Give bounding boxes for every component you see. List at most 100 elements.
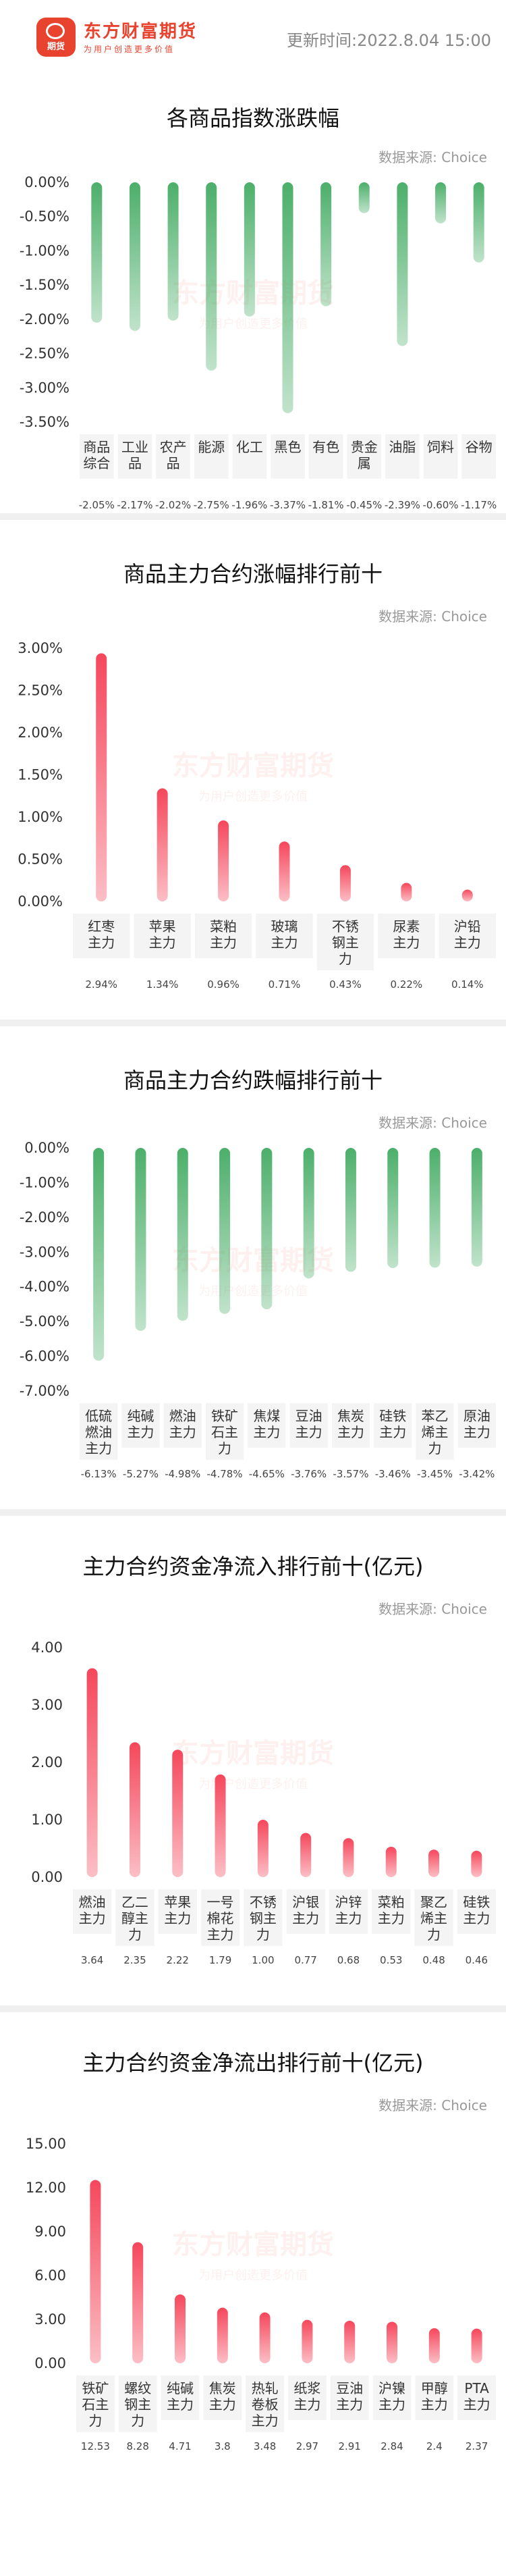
value-label: 12.53 — [81, 2440, 110, 2452]
logo-text: 期货 — [47, 42, 65, 52]
category-label: 铁矿石主力 — [211, 1408, 238, 1456]
bar — [343, 1838, 354, 1877]
category-label-bg — [205, 1403, 244, 1460]
category-label-bg — [372, 2375, 412, 2420]
value-label: 2.84 — [381, 2440, 403, 2452]
value-label: 2.97 — [296, 2440, 318, 2452]
chart-svg: 东方财富期货为用户创造更多价值0.00%-1.00%-2.00%-3.00%-4… — [20, 1140, 496, 1480]
category-label: 谷物 — [466, 439, 493, 455]
y-tick-label: -1.00% — [20, 242, 69, 259]
bar — [471, 2328, 482, 2363]
category-label-bg — [121, 1403, 160, 1448]
category-label-bg — [248, 1403, 286, 1448]
value-label: 3.64 — [81, 1954, 103, 1966]
category-label-bg — [232, 434, 267, 479]
value-label: -2.02% — [155, 499, 191, 511]
category-label: 贵金属 — [351, 439, 378, 471]
bar — [219, 1148, 231, 1314]
bar — [471, 1148, 482, 1267]
category-label: 纸浆主力 — [293, 2380, 320, 2413]
y-tick-label: -1.50% — [20, 277, 69, 293]
category-label-bg — [117, 434, 152, 479]
y-tick-label: -3.00% — [20, 379, 69, 396]
value-label: 3.48 — [254, 2440, 276, 2452]
watermark-slogan: 为用户创造更多价值 — [198, 790, 308, 804]
category-label-bg — [416, 1403, 454, 1460]
category-label-bg — [115, 1889, 154, 1946]
data-source-label: 数据来源: Choice — [378, 1115, 487, 1131]
brand-name: 东方财富期货 — [84, 22, 198, 42]
value-label: 1.79 — [209, 1954, 231, 1966]
category-label-bg — [457, 2375, 496, 2420]
category-label: 燃油主力 — [169, 1408, 196, 1440]
bar — [175, 2294, 186, 2363]
category-label: 硅铁主力 — [379, 1408, 406, 1440]
category-label-bg — [289, 1403, 328, 1448]
y-tick-label: 0.00% — [18, 893, 63, 910]
category-label: 低硫燃油主力 — [85, 1408, 112, 1456]
bar — [244, 182, 255, 317]
category-label: 不锈钢主力 — [332, 918, 359, 967]
bar — [257, 1820, 269, 1877]
chart-title: 商品主力合约跌幅排行前十 — [123, 1068, 383, 1093]
category-label: 有色 — [312, 439, 339, 455]
category-label: 沪锌主力 — [335, 1894, 362, 1926]
category-label: 能源 — [198, 439, 225, 455]
category-label-bg — [73, 914, 130, 958]
bar — [339, 865, 351, 901]
value-label: 0.71% — [269, 978, 301, 991]
value-label: -4.98% — [165, 1468, 200, 1480]
y-tick-label: 3.00 — [31, 1697, 63, 1713]
update-time: 更新时间:2022.8.04 15:00 — [287, 27, 491, 51]
data-source-label: 数据来源: Choice — [378, 149, 487, 165]
value-label: 0.48 — [422, 1954, 445, 1966]
bar — [428, 1849, 440, 1877]
bar — [279, 841, 290, 901]
brand-logo: 期货 — [36, 18, 76, 57]
category-label: 燃油主力 — [79, 1894, 106, 1926]
watermark-slogan: 为用户创造更多价值 — [198, 317, 308, 332]
value-label: -2.75% — [194, 499, 229, 511]
value-label: 1.00 — [252, 1954, 274, 1966]
value-label: -5.27% — [123, 1468, 159, 1480]
value-label: 2.91 — [338, 2440, 360, 2452]
category-label: 焦炭主力 — [209, 2380, 236, 2413]
bar — [132, 2242, 144, 2363]
chart-title: 各商品指数涨跌幅 — [166, 105, 339, 131]
bar — [397, 182, 408, 346]
watermark-slogan: 为用户创造更多价值 — [198, 1777, 308, 1791]
bar — [135, 1148, 146, 1332]
y-tick-label: -2.00% — [20, 1209, 69, 1226]
category-label: PTA 主力 — [463, 2380, 490, 2413]
bar — [429, 1148, 441, 1268]
value-label: 8.28 — [126, 2440, 148, 2452]
value-label: 0.14% — [451, 978, 484, 991]
value-label: -3.57% — [333, 1468, 368, 1480]
category-label: 豆油主力 — [336, 2380, 363, 2413]
bar — [387, 1148, 399, 1268]
y-tick-label: 2.50% — [18, 683, 63, 699]
data-source-label: 数据来源: Choice — [378, 608, 487, 625]
category-label-bg — [156, 434, 190, 479]
bar — [320, 182, 332, 307]
bar — [90, 2180, 101, 2363]
bar — [129, 182, 140, 332]
value-label: -3.37% — [270, 499, 306, 511]
category-label: 乙二醇主力 — [121, 1894, 148, 1943]
bar — [358, 182, 370, 213]
category-label: 苯乙烯主力 — [422, 1408, 449, 1456]
y-tick-label: 0.00% — [24, 174, 69, 190]
bar — [300, 1833, 312, 1877]
category-label-bg — [457, 1403, 496, 1448]
bar — [302, 2319, 313, 2363]
value-label: 4.71 — [169, 2440, 191, 2452]
bar — [461, 889, 473, 901]
bar — [93, 1148, 105, 1361]
y-tick-label: -4.00% — [20, 1279, 69, 1295]
value-label: 0.43% — [329, 978, 362, 991]
bar — [177, 1148, 188, 1321]
bar — [344, 2320, 356, 2363]
